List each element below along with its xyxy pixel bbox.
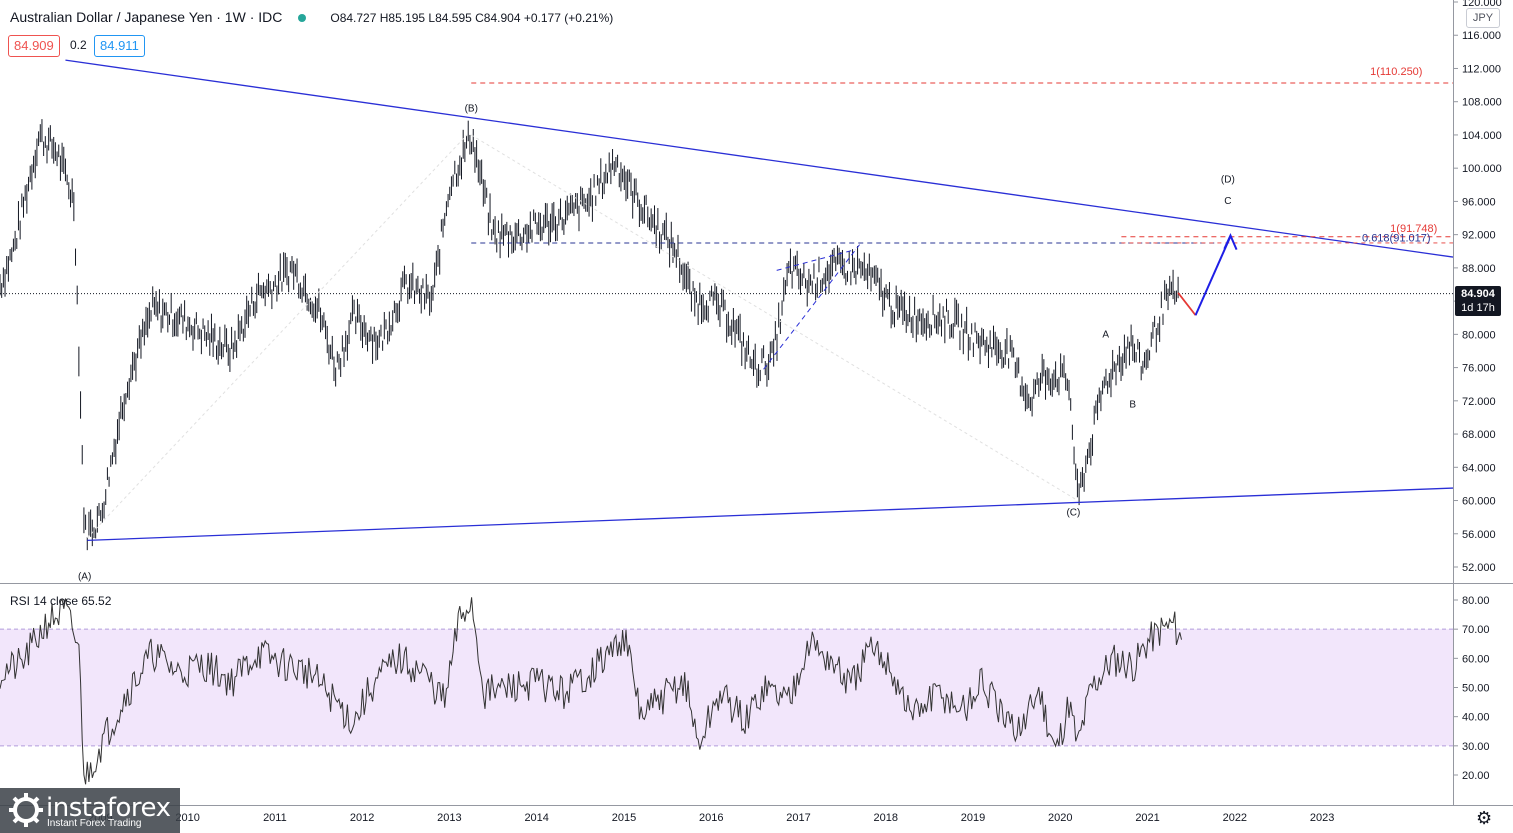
last-price-value: 84.904	[1461, 288, 1495, 300]
last-price-label: 84.904 1d 17h	[1455, 286, 1501, 316]
time-tick-label: 2011	[263, 812, 287, 824]
time-tick-label: 2016	[699, 812, 723, 824]
channel-upper-line[interactable]	[776, 249, 856, 271]
price-tick-label: 88.000	[1462, 263, 1496, 275]
wave-guide-ab[interactable]	[86, 134, 468, 539]
time-tick-label: 2023	[1310, 812, 1334, 824]
price-tick-label: 80.000	[1462, 329, 1496, 341]
rsi-pane	[0, 597, 1453, 785]
rsi-tick-label: 70.00	[1462, 624, 1490, 636]
gear-icon[interactable]: ⚙	[1476, 808, 1493, 828]
price-tick-label: 120.000	[1462, 0, 1502, 9]
time-tick-label: 2014	[524, 812, 548, 824]
price-tick-label: 96.000	[1462, 196, 1496, 208]
wave-label: (B)	[465, 104, 478, 115]
time-tick-label: 2021	[1135, 812, 1159, 824]
wave-label: (D)	[1221, 174, 1235, 185]
time-tick-label: 2019	[961, 812, 985, 824]
symbol-header: Australian Dollar / Japanese Yen · 1W · …	[10, 9, 613, 25]
bar-countdown: 1d 17h	[1461, 302, 1495, 314]
instaforex-logo-icon	[9, 793, 43, 827]
price-tick-label: 76.000	[1462, 363, 1496, 375]
price-tick-label: 68.000	[1462, 429, 1496, 441]
wave-label: 1(91.748)	[1390, 223, 1437, 235]
price-pane: (A) (B) (C) (D) A B C 1(110.250) 1(91.748)0.618(…	[0, 59, 1454, 582]
time-tick-label: 2018	[874, 812, 898, 824]
projection-up-arrow[interactable]	[1194, 235, 1232, 316]
channel-lower-line[interactable]	[763, 244, 860, 370]
time-tick-label: 2015	[612, 812, 636, 824]
price-tick-label: 72.000	[1462, 396, 1496, 408]
spread-value: 0.2	[70, 38, 87, 52]
wave-label: (C)	[1066, 507, 1080, 518]
price-tick-label: 92.000	[1462, 230, 1496, 242]
time-tick-label: 2017	[786, 812, 810, 824]
arrow-head-icon	[1223, 233, 1238, 251]
price-tick-label: 104.000	[1462, 130, 1502, 142]
rsi-tick-label: 30.00	[1462, 741, 1490, 753]
rsi-legend[interactable]: RSI 14 close 65.52	[10, 594, 112, 608]
currency-button[interactable]: JPY	[1466, 8, 1500, 28]
wave-label: 0.618(91.017)	[1362, 232, 1431, 244]
wave-label: (A)	[78, 571, 91, 582]
wave-label: B	[1129, 399, 1136, 410]
time-tick-label: 2012	[350, 812, 374, 824]
buy-price-button[interactable]: 84.911	[94, 35, 145, 57]
time-tick-label: 2010	[175, 812, 199, 824]
upper-trendline[interactable]	[65, 59, 1454, 258]
rsi-line[interactable]	[0, 597, 1182, 785]
price-tick-label: 60.000	[1462, 496, 1496, 508]
wave-label: A	[1102, 330, 1109, 341]
wave-guide-bc[interactable]	[470, 134, 1079, 501]
lower-trendline[interactable]	[87, 487, 1454, 542]
time-tick-label: 2020	[1048, 812, 1072, 824]
minor-down-leg[interactable]	[1177, 292, 1197, 316]
rsi-tick-label: 60.00	[1462, 653, 1490, 665]
ohlc-values: O84.727 H85.195 L84.595 C84.904 +0.177 (…	[330, 11, 614, 25]
time-tick-label: 2022	[1223, 812, 1247, 824]
wave-label: 1(110.250)	[1370, 66, 1422, 78]
price-tick-label: 52.000	[1462, 562, 1496, 574]
watermark-brand: instaforex	[46, 793, 171, 823]
sell-price-button[interactable]: 84.909	[8, 35, 60, 57]
rsi-tick-label: 20.00	[1462, 770, 1490, 782]
price-tick-label: 116.000	[1462, 30, 1501, 42]
symbol-title[interactable]: Australian Dollar / Japanese Yen · 1W · …	[10, 9, 283, 25]
price-tick-label: 64.000	[1462, 462, 1496, 474]
market-status-icon	[298, 13, 307, 22]
price-tick-label: 108.000	[1462, 97, 1502, 109]
time-tick-label: 2013	[437, 812, 461, 824]
rsi-tick-label: 80.00	[1462, 595, 1490, 607]
rsi-tick-label: 40.00	[1462, 712, 1490, 724]
price-tick-label: 100.000	[1462, 163, 1502, 175]
rsi-tick-label: 50.00	[1462, 683, 1490, 695]
watermark-tagline: Instant Forex Trading	[47, 818, 142, 829]
price-tick-label: 56.000	[1462, 529, 1496, 541]
price-bars	[0, 119, 1179, 551]
wave-label: C	[1224, 196, 1231, 207]
watermark-background	[0, 788, 180, 833]
price-tick-label: 112.000	[1462, 63, 1501, 75]
